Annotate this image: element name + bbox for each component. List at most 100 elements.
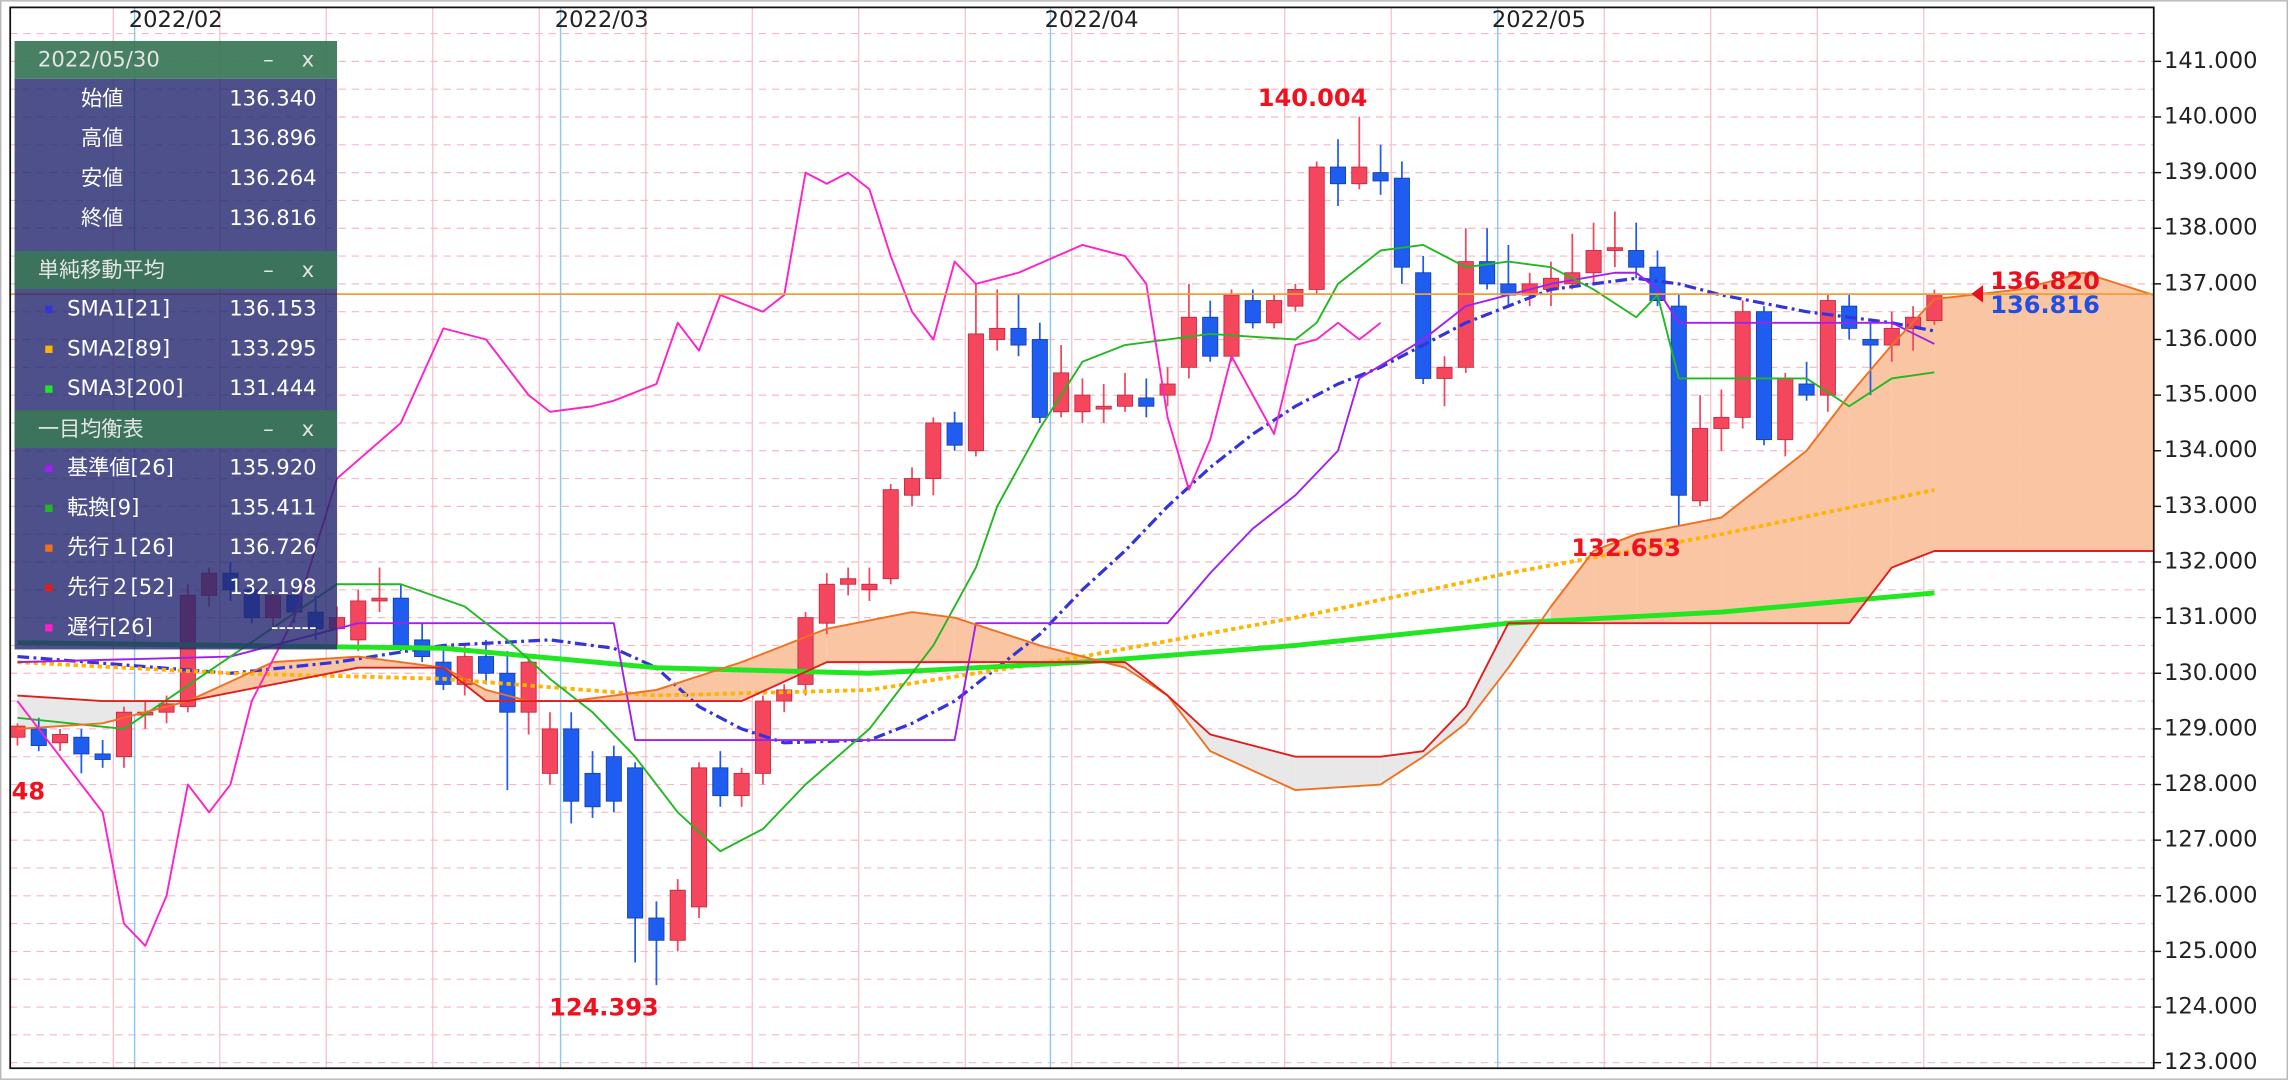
panel-close[interactable]: x xyxy=(302,416,315,441)
edge-label: 48 xyxy=(12,777,45,805)
panel-close[interactable]: x xyxy=(302,257,315,282)
legend-swatch xyxy=(45,464,53,473)
panel-body xyxy=(14,78,338,650)
candle-body xyxy=(1393,177,1410,268)
candle-body xyxy=(627,767,644,919)
cloud-segment xyxy=(358,656,444,668)
candle-body xyxy=(925,422,942,480)
y-tick-label: 135.000 xyxy=(2164,382,2257,408)
cloud-segment xyxy=(1721,450,1807,624)
x-tick-label: 2022/02 xyxy=(129,7,223,33)
candle-body xyxy=(392,597,409,646)
ohlc-value: 136.340 xyxy=(229,85,316,110)
panel-header-title: 2022/05/30 xyxy=(38,47,160,72)
legend-name: 先行２[52] xyxy=(67,574,174,599)
candle-body xyxy=(1585,250,1602,274)
candle-body xyxy=(1351,166,1368,185)
candle-body xyxy=(1606,247,1623,251)
candle-body xyxy=(499,672,516,713)
candle-body xyxy=(989,327,1006,340)
candle-body xyxy=(1883,327,1900,346)
candle-body xyxy=(1713,416,1730,429)
candle-body xyxy=(1074,394,1091,413)
panel-header xyxy=(14,410,338,449)
cloud-segment xyxy=(1806,395,1850,624)
legend-value: 136.153 xyxy=(229,295,316,320)
cloud-segment xyxy=(486,689,529,702)
x-tick-label: 2022/03 xyxy=(555,7,649,33)
y-tick-label: 140.000 xyxy=(2164,103,2257,129)
extreme-label: 132.653 xyxy=(1571,534,1681,562)
legend-swatch xyxy=(45,544,53,552)
panel-header-title: 単純移動平均 xyxy=(38,257,165,282)
grid xyxy=(10,7,2154,1069)
legend-name: 遅行[26] xyxy=(67,614,153,639)
candle-body xyxy=(1308,166,1325,290)
legend-swatch xyxy=(45,385,53,393)
candle-body xyxy=(1329,166,1347,185)
panel-minimize[interactable]: – xyxy=(263,257,274,282)
indicator-line xyxy=(16,171,1382,947)
candle-body xyxy=(946,422,963,446)
ohlc-value: 136.816 xyxy=(229,205,316,230)
panel-minimize[interactable]: – xyxy=(263,416,274,441)
candle-body xyxy=(350,600,367,641)
candle-body xyxy=(1479,261,1496,285)
y-tick-label: 137.000 xyxy=(2164,270,2257,296)
candle-body xyxy=(1180,316,1197,368)
panel-header xyxy=(14,251,338,290)
price-marker xyxy=(1971,285,1984,303)
candle-body xyxy=(1223,294,1240,357)
cloud-segment xyxy=(1380,751,1424,785)
cloud xyxy=(17,272,2154,791)
panel-header-title: 一目均衡表 xyxy=(38,416,144,441)
candle-body xyxy=(712,767,729,797)
candle-body xyxy=(1010,327,1027,346)
candle-body xyxy=(776,689,793,702)
x-tick-label: 2022/05 xyxy=(1492,7,1586,33)
legend-value: ------ xyxy=(271,614,317,639)
y-tick-label: 130.000 xyxy=(2164,660,2257,686)
candle-body xyxy=(1053,372,1070,413)
candle-body xyxy=(115,711,132,758)
info-panel: 2022/05/30 – x 始値 136.340 高値 136.896 安値 136.264 終… xyxy=(14,40,338,650)
cloud-segment xyxy=(1934,289,2020,551)
candle-body xyxy=(1628,250,1645,268)
cloud-segment xyxy=(1295,756,1381,791)
panel-minimize[interactable]: – xyxy=(263,47,274,72)
legend-swatch xyxy=(45,345,53,353)
y-tick-label: 128.000 xyxy=(2164,771,2257,797)
legend-name: 先行１[26] xyxy=(67,534,174,559)
candle-body xyxy=(435,661,452,685)
ohlc-label: 安値 xyxy=(81,165,123,190)
legend-swatch xyxy=(45,624,53,632)
panel-close[interactable]: x xyxy=(302,47,315,72)
cloud-segment xyxy=(1465,623,1509,724)
candle-body xyxy=(1777,377,1794,441)
legend-value: 135.920 xyxy=(229,455,316,480)
candle-body xyxy=(1372,172,1389,182)
panel-header xyxy=(14,40,338,79)
candle-body xyxy=(1202,316,1219,357)
legend-swatch xyxy=(45,584,53,592)
candle-body xyxy=(669,889,686,941)
candle-body xyxy=(1415,272,1432,379)
x-tick-label: 2022/04 xyxy=(1045,7,1139,33)
y-tick-label: 127.000 xyxy=(2164,827,2257,853)
cloud-segment xyxy=(1891,299,1935,568)
ohlc-label: 始値 xyxy=(81,85,123,110)
candle-body xyxy=(691,767,708,908)
cloud-segment xyxy=(2083,272,2154,551)
cloud-segment xyxy=(2019,272,2084,551)
candle-body xyxy=(52,734,69,744)
price-marker-label: 136.820 xyxy=(1990,267,2100,295)
candle-body xyxy=(648,917,665,941)
cloud-segment xyxy=(1423,706,1466,757)
candle-body xyxy=(840,578,857,585)
candle-body xyxy=(541,728,558,774)
legend-swatch xyxy=(45,504,53,512)
candle-body xyxy=(818,583,835,624)
